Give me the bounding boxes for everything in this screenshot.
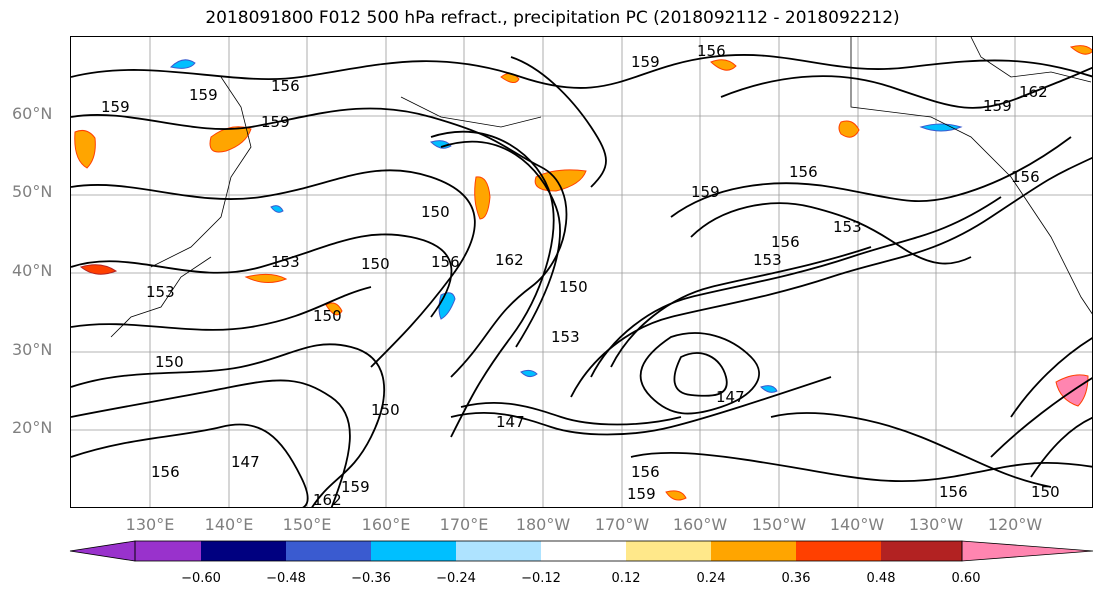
contour-label: 156 [431,253,460,271]
lon-label-130w: 130°W [908,515,964,534]
lat-label-60n: 60°N [12,104,53,123]
colorbar-segment [626,541,711,561]
lon-label-170w: 170°W [594,515,650,534]
contour-label: 159 [261,113,290,131]
contour-label: 150 [361,255,390,273]
colorbar-tick-label: −0.60 [181,571,221,586]
colorbar-segment [456,541,541,561]
lon-label-170e: 170°E [439,515,489,534]
colorbar-tick-label: 0.12 [611,571,641,586]
contour-label: 147 [496,413,525,431]
precip-shading [74,45,1092,501]
contour-label: 150 [155,353,184,371]
contour-label: 162 [495,251,524,269]
contour-label: 147 [231,453,260,471]
colorbar-tick-label: 0.36 [781,571,811,586]
plot-title: 2018091800 F012 500 hPa refract., precip… [205,8,900,28]
colorbar-segment [286,541,371,561]
contour-label-group: 156 159 159 159 159 162 156 150 153 150 … [101,42,1060,508]
colorbar-right-arrow [961,540,1094,562]
colorbar-tick-label: −0.48 [266,571,306,586]
colorbar-segment [371,541,456,561]
contour-label: 156 [939,483,968,501]
colorbar-frame [134,540,963,562]
map-gridlines [71,37,1092,507]
colorbar-tick-label: 0.24 [696,571,726,586]
contour-label: 153 [833,218,862,236]
lat-label-30n: 30°N [12,340,53,359]
colorbar-segment [135,541,201,561]
colorbar-tick-label: 0.48 [866,571,896,586]
contour-label: 150 [559,278,588,296]
contour-label: 153 [271,253,300,271]
contour-label: 150 [313,307,342,325]
colorbar-segment [881,541,962,561]
contour-label: 156 [271,77,300,95]
lat-label-40n: 40°N [12,261,53,280]
lon-label-150w: 150°W [751,515,807,534]
contour-label: 150 [1031,483,1060,501]
contour-label: 150 [371,401,400,419]
contour-label: 159 [627,485,656,503]
colorbar-tick-label: 0.60 [951,571,981,586]
height-contours [71,54,1092,507]
colorbar-segment [201,541,286,561]
colorbar-segment [541,541,626,561]
map-canvas: 156 159 159 159 159 162 156 150 153 150 … [71,37,1092,508]
lon-label-140e: 140°E [204,515,254,534]
contour-label: 159 [189,86,218,104]
lon-label-120w: 120°W [987,515,1043,534]
colorbar-tick-label: −0.24 [436,571,476,586]
colorbar-tick-label: −0.12 [521,571,561,586]
lon-label-180w: 180°W [515,515,571,534]
contour-label: 150 [421,203,450,221]
contour-label: 156 [1011,168,1040,186]
colorbar [69,540,1094,562]
colorbar-tick-label: −0.36 [351,571,391,586]
colorbar-segment [711,541,796,561]
colorbar-segment [796,541,881,561]
lon-label-130e: 130°E [125,515,175,534]
contour-label: 153 [551,328,580,346]
contour-label: 156 [151,463,180,481]
contour-label: 162 [1019,83,1048,101]
map-panel: 156 159 159 159 159 162 156 150 153 150 … [70,36,1093,508]
colorbar-left-arrow [69,540,136,562]
contour-label: 162 [313,491,342,508]
contour-label: 159 [101,98,130,116]
contour-label: 159 [691,183,720,201]
lon-label-150e: 150°E [282,515,332,534]
contour-label: 153 [146,283,175,301]
contour-label: 159 [631,53,660,71]
contour-label: 156 [771,233,800,251]
lon-label-160e: 160°E [361,515,411,534]
contour-label: 153 [753,251,782,269]
lat-label-20n: 20°N [12,418,53,437]
colorbar-segments [135,541,962,561]
lon-label-140w: 140°W [829,515,885,534]
coastlines [110,37,1092,338]
contour-label: 159 [983,97,1012,115]
contour-label: 156 [789,163,818,181]
contour-label: 147 [716,388,745,406]
contour-label: 159 [341,478,370,496]
lat-label-50n: 50°N [12,182,53,201]
contour-label: 156 [697,42,726,60]
lon-label-160w: 160°W [672,515,728,534]
contour-label: 156 [631,463,660,481]
